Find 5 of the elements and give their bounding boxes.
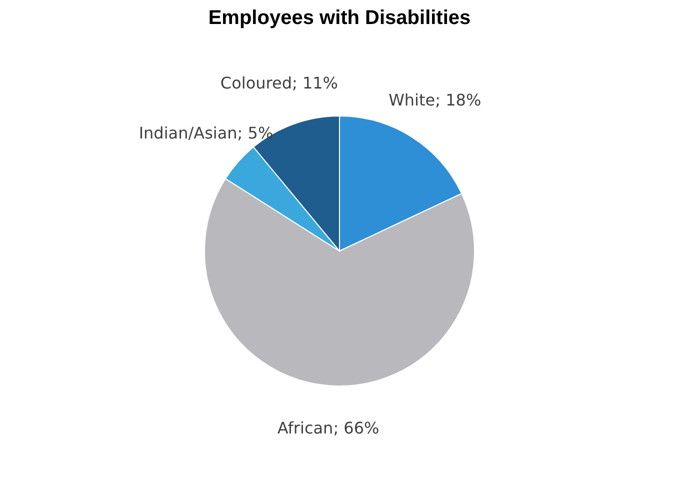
slice-label: African; 66% — [277, 418, 380, 438]
slice-label: White; 18% — [388, 90, 482, 110]
slice-label: Indian/Asian; 5% — [138, 123, 274, 142]
chart-title: Employees with Disabilities — [208, 7, 471, 29]
slice-label: Coloured; 11% — [220, 74, 338, 93]
